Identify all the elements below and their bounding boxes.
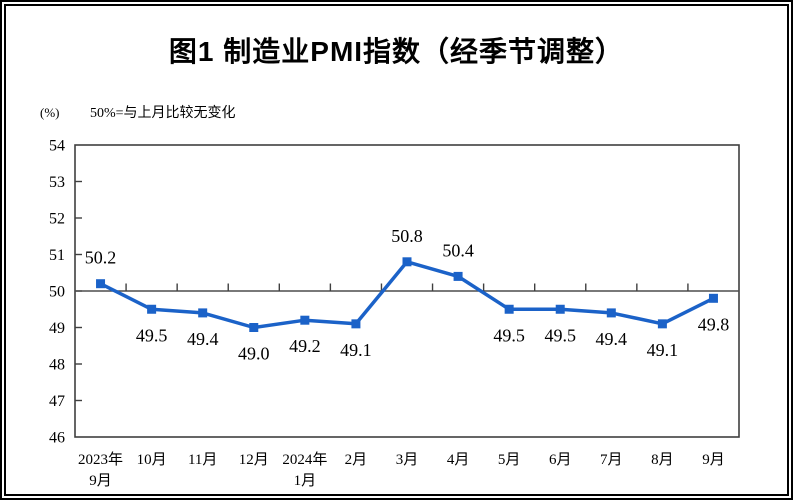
x-axis-tick-label: 5月 — [498, 452, 521, 468]
x-axis-tick-label: 6月 — [549, 452, 572, 468]
x-axis-tick-label: 11月 — [188, 452, 217, 468]
y-axis-unit-label: (%) — [40, 105, 60, 120]
x-axis-tick-label: 9月 — [702, 452, 725, 468]
data-point-label: 49.0 — [238, 344, 270, 364]
data-point-label: 49.4 — [596, 329, 628, 349]
y-axis-tick-label: 53 — [49, 174, 65, 191]
data-point-label: 49.5 — [136, 325, 168, 345]
x-axis-tick-label: 7月 — [600, 452, 623, 468]
data-point-marker — [504, 304, 514, 314]
y-axis-tick-label: 51 — [49, 247, 65, 264]
x-axis-tick-label: 8月 — [651, 452, 674, 468]
x-axis-tick-label: 4月 — [447, 452, 470, 468]
pmi-line — [99, 260, 715, 330]
x-axis-tick-label: 2月 — [345, 452, 368, 468]
x-axis-tick-label: 3月 — [396, 452, 419, 468]
data-point-label: 49.8 — [698, 314, 730, 334]
data-point-label: 49.1 — [647, 340, 679, 360]
x-axis-tick-label: 2023年 9月 — [78, 451, 123, 489]
data-point-label: 49.2 — [289, 336, 321, 356]
data-point-label: 49.5 — [493, 325, 525, 345]
y-axis-tick-label: 49 — [49, 320, 65, 337]
data-point-label: 50.8 — [391, 226, 423, 246]
x-axis-tick-label: 2024年 1月 — [282, 451, 327, 489]
data-point-label: 49.4 — [187, 329, 219, 349]
chart-title: 图1 制造业PMI指数（经季节调整） — [168, 36, 625, 67]
y-axis-tick-label: 46 — [49, 430, 65, 447]
data-point-marker — [555, 304, 565, 314]
data-point-label: 49.5 — [544, 325, 576, 345]
data-point-label: 50.2 — [85, 248, 117, 268]
y-axis-tick-label: 48 — [49, 357, 65, 374]
baseline-note: 50%=与上月比较无变化 — [90, 106, 236, 121]
data-point-marker — [300, 315, 310, 325]
data-point-marker — [453, 271, 463, 281]
data-point-marker — [657, 319, 667, 329]
data-point-label: 49.1 — [340, 340, 372, 360]
data-point-marker — [402, 257, 412, 267]
y-axis-tick-label: 54 — [49, 138, 65, 155]
data-point-label: 50.4 — [442, 240, 474, 260]
y-axis-tick-label: 52 — [49, 211, 65, 228]
data-point-marker — [147, 304, 157, 314]
x-axis-tick-label: 10月 — [137, 452, 167, 468]
data-point-marker — [198, 308, 208, 318]
x-axis-tick-label: 12月 — [239, 452, 269, 468]
y-axis-tick-label: 50 — [49, 284, 65, 301]
data-point-marker — [249, 323, 259, 332]
data-point-marker — [708, 293, 718, 303]
y-axis-tick-label: 47 — [49, 393, 65, 410]
data-point-marker — [351, 319, 361, 329]
data-point-marker — [96, 279, 106, 289]
data-point-marker — [606, 308, 616, 318]
